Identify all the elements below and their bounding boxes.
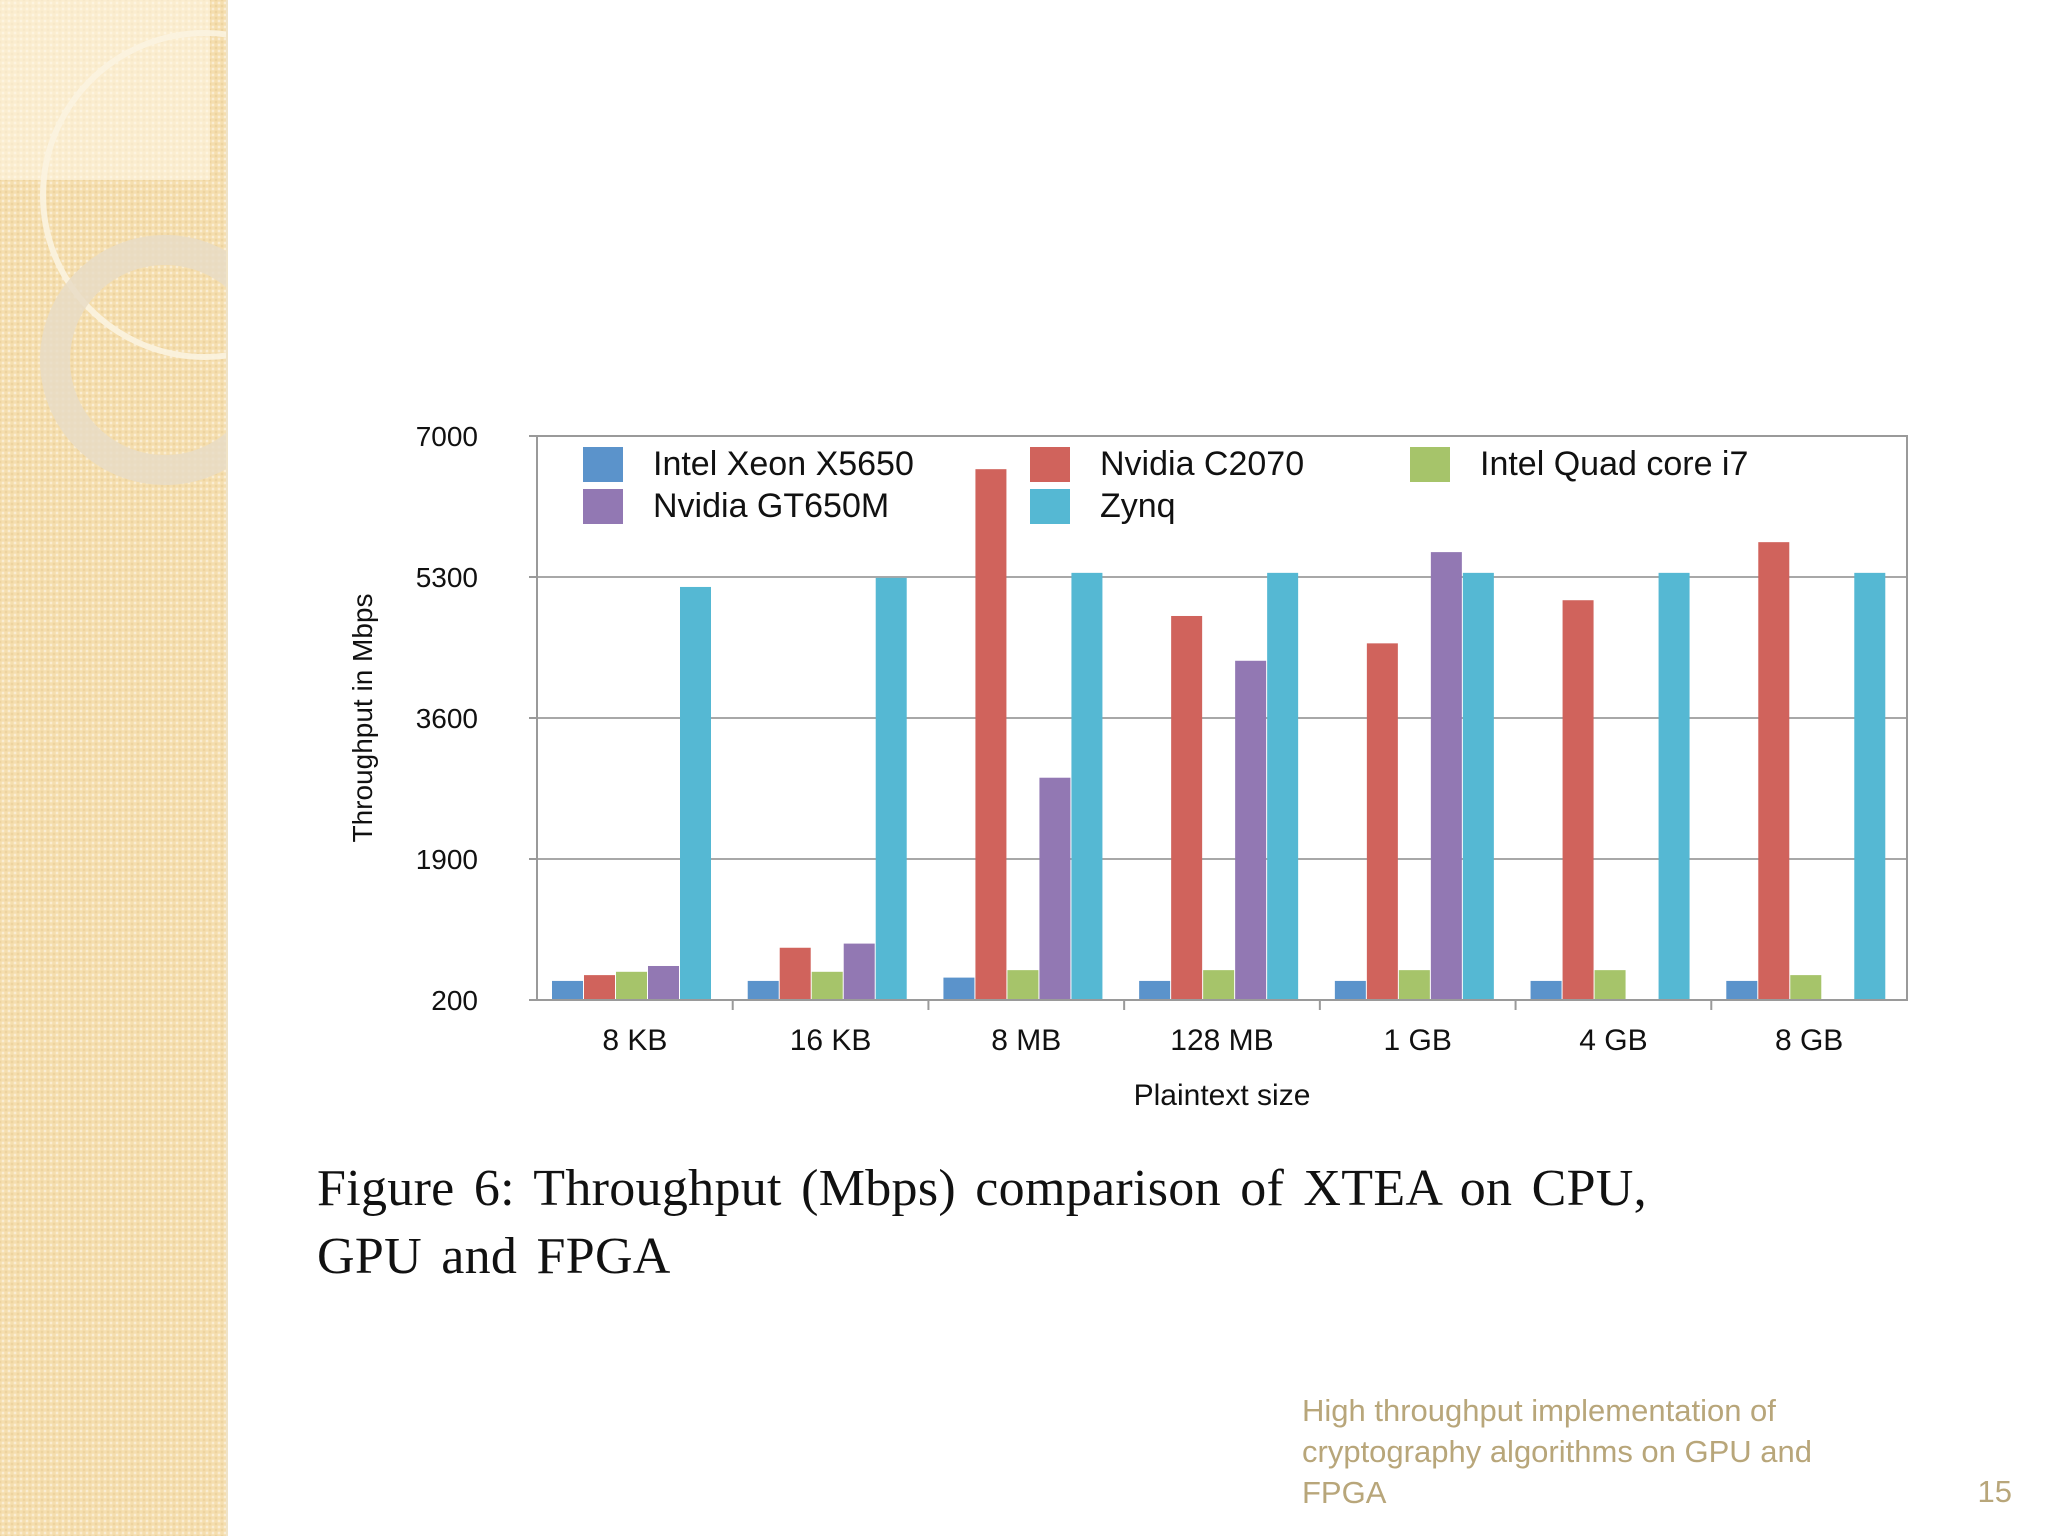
bar-chart: 200 1900 3600 5300 7000 8 KB 16 KB 8 MB 128 MB 1 …	[347, 421, 1908, 1112]
x-tick-label: 1 GB	[1384, 1024, 1452, 1057]
bar	[1039, 777, 1071, 1000]
y-tick-label: 3600	[416, 703, 478, 734]
bar	[1594, 970, 1626, 1000]
bar	[552, 980, 583, 1000]
bar	[1790, 975, 1822, 1000]
sidebar-decoration	[0, 0, 228, 1536]
sidebar-divider	[226, 0, 228, 1536]
footer-title: High throughput implementation of crypto…	[1302, 1390, 1922, 1513]
bar	[1398, 970, 1430, 1000]
figure-caption: Figure 6: Throughput (Mbps) comparison o…	[317, 1155, 2007, 1291]
bar	[1203, 970, 1235, 1000]
bar	[943, 977, 975, 1000]
x-tick-label: 8 MB	[991, 1024, 1061, 1057]
decorative-panel	[0, 0, 210, 180]
bar	[811, 971, 843, 1000]
bar	[1071, 572, 1103, 1000]
bar	[1658, 572, 1690, 1000]
legend-swatch	[583, 447, 623, 482]
legend-swatch	[583, 489, 623, 524]
y-tick-label: 200	[431, 985, 478, 1016]
legend-swatch	[1030, 489, 1070, 524]
y-tick-label: 5300	[416, 562, 478, 593]
bar	[1139, 980, 1171, 1000]
legend-swatch	[1030, 447, 1070, 482]
bar	[747, 980, 779, 1000]
x-tick-label: 4 GB	[1579, 1024, 1647, 1057]
legend-label: Zynq	[1100, 487, 1176, 525]
bar	[584, 975, 615, 1000]
bar	[843, 943, 875, 1000]
caption-line-1: Figure 6: Throughput (Mbps) comparison o…	[317, 1160, 1647, 1217]
legend: Intel Xeon X5650 Nvidia C2070 Intel Quad c…	[583, 445, 1748, 525]
bar	[779, 947, 811, 1000]
x-tick-label: 16 KB	[790, 1024, 872, 1057]
x-tick-label: 128 MB	[1170, 1024, 1273, 1057]
x-tick-label: 8 GB	[1775, 1024, 1843, 1057]
caption-line-2: GPU and FPGA	[317, 1228, 671, 1285]
legend-label: Nvidia GT650M	[653, 487, 889, 525]
footer-line-2: cryptography algorithms on GPU and	[1302, 1434, 1813, 1469]
bar	[875, 577, 907, 1000]
bar	[1007, 970, 1039, 1000]
bar	[648, 965, 679, 1000]
bar	[975, 469, 1007, 1000]
decorative-ring-small	[40, 235, 228, 485]
legend-label: Intel Quad core i7	[1480, 445, 1748, 483]
bar	[1235, 660, 1267, 1000]
bar	[680, 586, 711, 1000]
bar	[616, 971, 647, 1000]
axis-ticks: 200 1900 3600 5300 7000 8 KB 16 KB 8 MB 128 MB 1 …	[416, 421, 1844, 1057]
footer-line-3: FPGA	[1302, 1475, 1387, 1510]
slide-number: 15	[1977, 1474, 2012, 1509]
legend-label: Nvidia C2070	[1100, 445, 1304, 483]
x-axis-label: Plaintext size	[1134, 1079, 1311, 1112]
decorative-rings	[40, 30, 228, 485]
bar	[1430, 552, 1462, 1000]
bar	[1854, 572, 1886, 1000]
legend-swatch	[1410, 447, 1450, 482]
decorative-ring-large	[40, 30, 228, 360]
bar	[1267, 572, 1299, 1000]
bar	[1462, 572, 1494, 1000]
legend-label: Intel Xeon X5650	[653, 445, 914, 483]
y-tick-label: 7000	[416, 421, 478, 452]
bar	[1562, 600, 1594, 1000]
y-axis-label: Throughput in Mbps	[347, 593, 378, 842]
bar	[1758, 542, 1790, 1000]
bars	[552, 469, 1886, 1000]
footer-line-1: High throughput implementation of	[1302, 1393, 1776, 1428]
bar	[1334, 980, 1366, 1000]
bar	[1171, 615, 1203, 1000]
bar	[1726, 980, 1758, 1000]
bar	[1366, 643, 1398, 1000]
y-tick-label: 1900	[416, 844, 478, 875]
x-tick-label: 8 KB	[602, 1024, 667, 1057]
bar	[1530, 980, 1562, 1000]
